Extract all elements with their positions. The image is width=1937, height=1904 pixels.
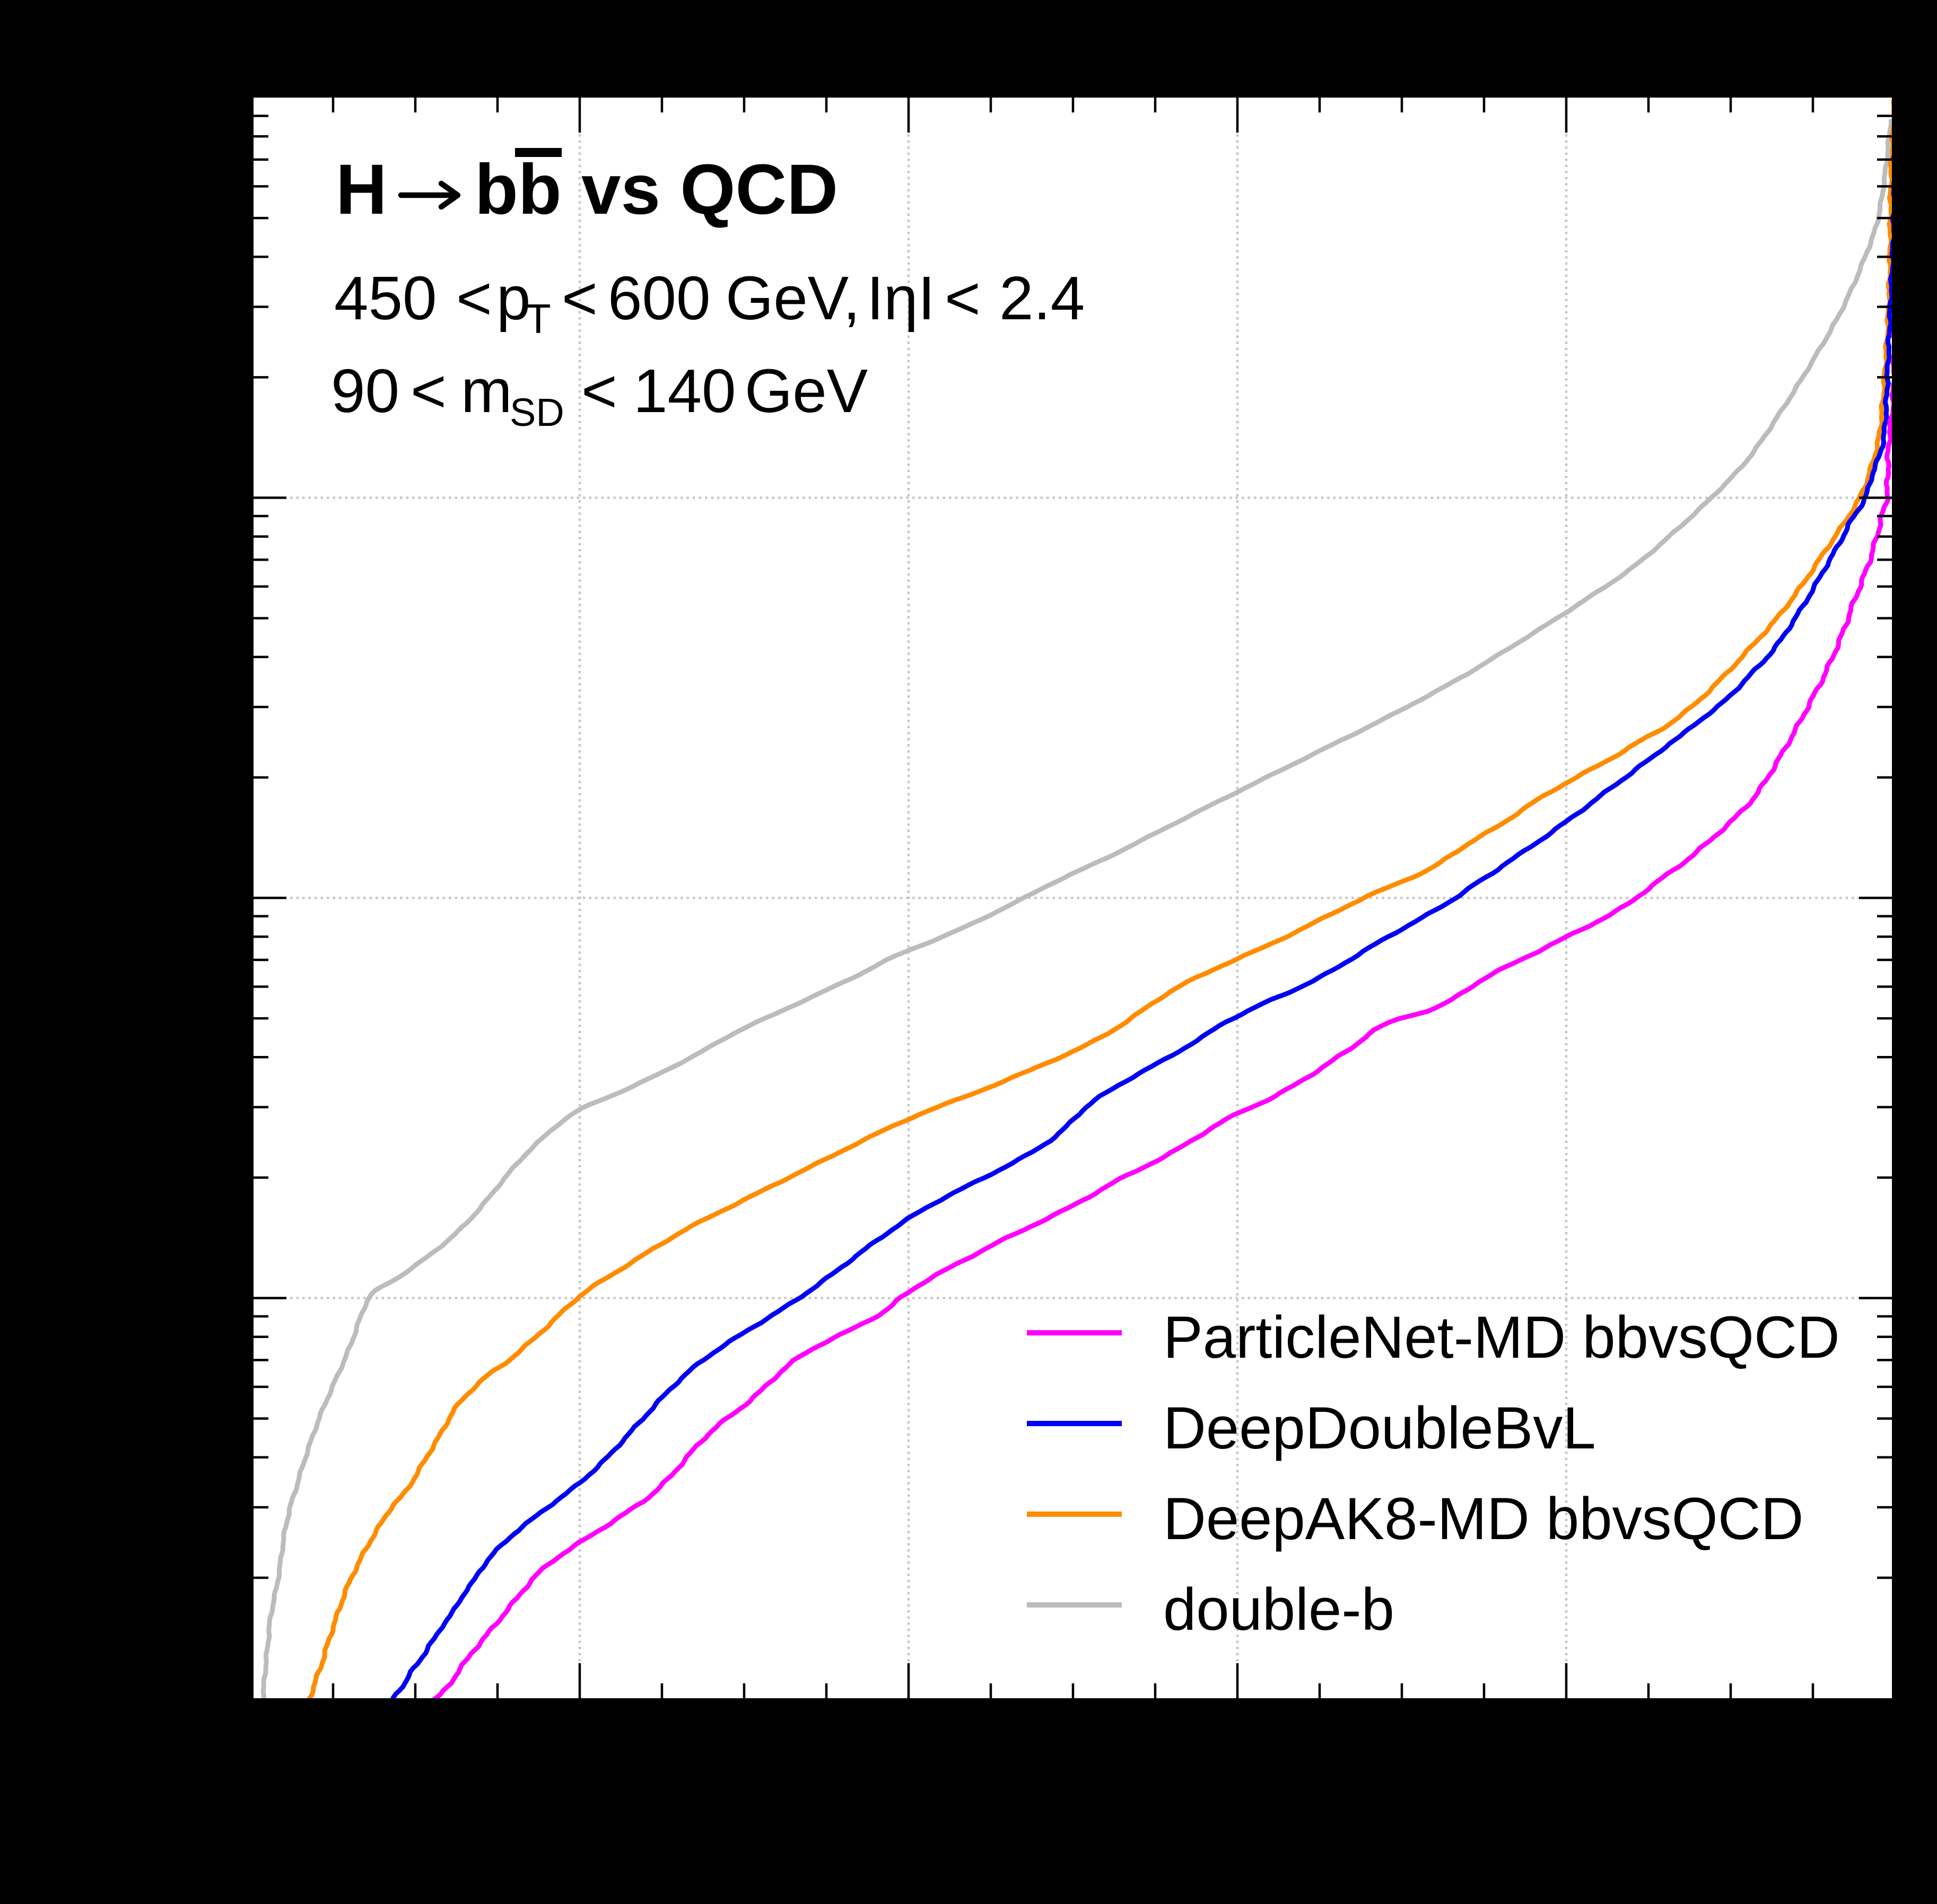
svg-text:<: <	[562, 264, 598, 333]
svg-text:GeV: GeV	[745, 356, 868, 425]
svg-text:DeepAK8-MD bbvsQCD: DeepAK8-MD bbvsQCD	[1163, 1486, 1804, 1552]
svg-text:<: <	[581, 356, 617, 425]
svg-text:GeV,: GeV,	[726, 264, 860, 333]
svg-text:ParticleNet-MD bbvsQCD: ParticleNet-MD bbvsQCD	[1163, 1304, 1840, 1370]
svg-text:H: H	[336, 150, 387, 229]
svg-text:<: <	[411, 356, 447, 425]
svg-text:vs QCD: vs QCD	[581, 150, 838, 229]
svg-text:bb: bb	[475, 150, 562, 229]
svg-text:90: 90	[331, 356, 399, 425]
svg-text:p: p	[496, 264, 531, 333]
svg-text:<: <	[456, 264, 492, 333]
svg-text:IηI: IηI	[867, 264, 935, 333]
svg-text:DeepDoubleBvL: DeepDoubleBvL	[1163, 1395, 1596, 1461]
svg-text:140: 140	[633, 356, 736, 425]
svg-text:SD: SD	[510, 390, 564, 434]
svg-text:m: m	[461, 356, 512, 425]
svg-text:<: <	[945, 264, 981, 333]
svg-text:450: 450	[334, 264, 437, 333]
svg-text:double-b: double-b	[1163, 1576, 1394, 1643]
svg-text:600: 600	[608, 264, 711, 333]
svg-text:2.4: 2.4	[999, 264, 1085, 333]
svg-text:T: T	[526, 295, 551, 342]
